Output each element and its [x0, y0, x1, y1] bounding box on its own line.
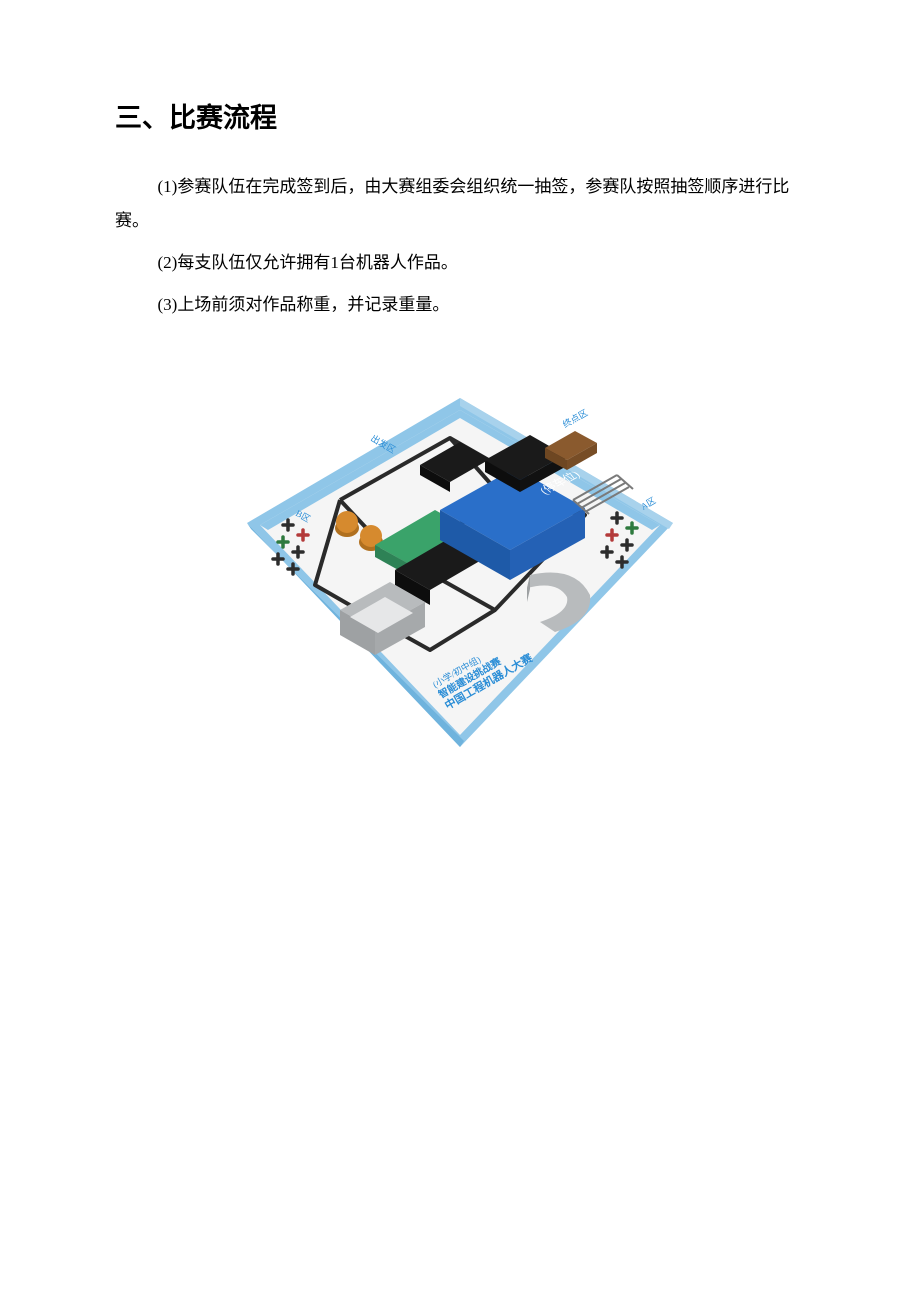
diagram-container: (停车位)	[115, 370, 805, 750]
svg-text:A区: A区	[639, 495, 657, 511]
svg-text:终点区: 终点区	[561, 406, 590, 429]
paragraph-3: (3)上场前须对作品称重，并记录重量。	[115, 288, 805, 322]
section-heading: 三、比赛流程	[115, 100, 805, 138]
paragraph-2: (2)每支队伍仅允许拥有1台机器人作品。	[115, 246, 805, 280]
competition-field-diagram: (停车位)	[245, 370, 675, 750]
paragraph-1: (1)参赛队伍在完成签到后，由大赛组委会组织统一抽签，参赛队按照抽签顺序进行比赛…	[115, 170, 805, 238]
